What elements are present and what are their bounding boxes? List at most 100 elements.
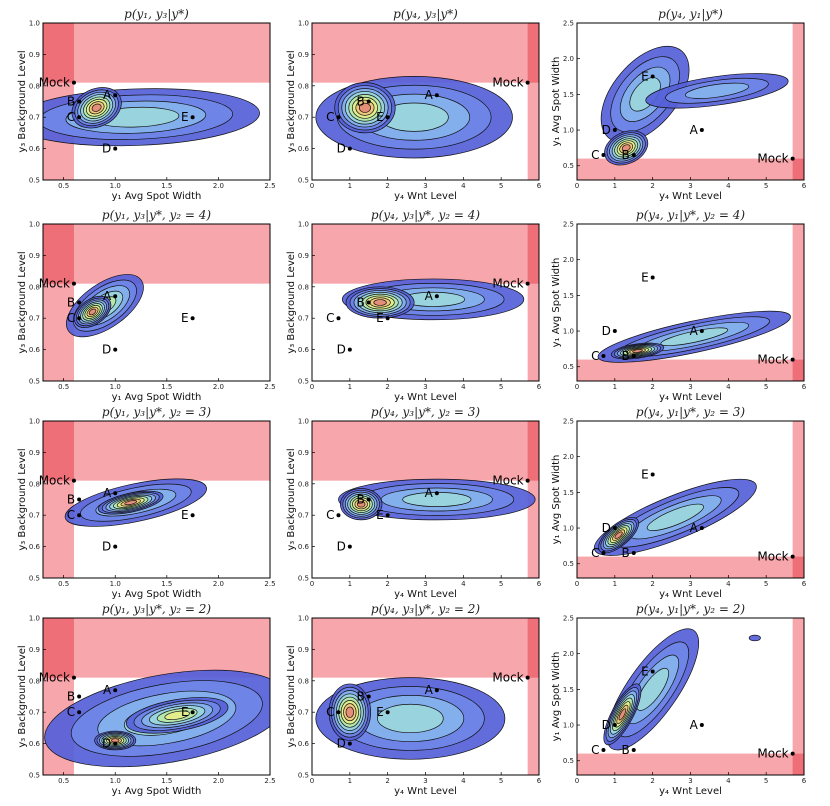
point-c: [336, 316, 341, 321]
x-tick-label: 5: [499, 383, 503, 391]
panel-1-1: 0.5 1.0 1.5 2.0 2.5 0.5 0.6 0.7 0.8 0.9 1.0 p(y₁, y…: [17, 7, 276, 202]
y-tick-label: 0.7: [298, 315, 309, 323]
y-tick-label: 1.0: [29, 20, 40, 28]
panel-title: p(y₁, y₃|y*, y₂ = 2): [102, 602, 212, 616]
x-tick-label: 1.5: [161, 182, 172, 190]
point-label-b: B: [357, 95, 365, 109]
x-tick-label: 1.5: [161, 580, 172, 588]
point-label-b: B: [357, 296, 365, 310]
point-c: [336, 513, 341, 518]
point-b: [631, 153, 636, 158]
x-tick-label: 4: [461, 182, 466, 190]
point-mock: [790, 357, 795, 362]
point-e: [650, 275, 655, 280]
point-label-b: B: [622, 349, 630, 363]
x-tick-label: 2: [650, 182, 654, 190]
point-c: [336, 115, 341, 120]
y-tick-label: 2.0: [563, 55, 574, 63]
infeasible-overlap: [527, 23, 539, 83]
density-contour-3-8: [621, 144, 631, 152]
plot-area: [43, 224, 270, 381]
y-tick-label: 0.5: [563, 162, 574, 170]
point-label-b: B: [67, 95, 75, 109]
y-tick-label: 2.5: [563, 418, 574, 426]
point-label-mock: Mock: [39, 277, 70, 291]
point-e: [385, 316, 390, 321]
point-label-d: D: [602, 324, 611, 338]
point-c: [77, 316, 82, 321]
y-axis-label: y₃ Background Level: [17, 645, 28, 747]
axes-frame: [42, 420, 271, 579]
x-tick-label: 0.5: [58, 777, 69, 785]
point-mock: [525, 478, 530, 483]
infeasible-band-vertical: [792, 618, 804, 775]
y-tick-label: 0.9: [29, 252, 40, 260]
point-label-d: D: [102, 142, 111, 156]
y-tick-label: 0.5: [298, 575, 309, 583]
point-label-d: D: [602, 123, 611, 137]
point-mock: [790, 554, 795, 559]
point-label-b: B: [622, 148, 630, 162]
x-tick-label: 4: [461, 777, 466, 785]
x-axis-label: y₁ Avg Spot Width: [112, 191, 202, 202]
point-label-e: E: [376, 110, 384, 124]
y-axis-label: y₃ Background Level: [286, 50, 297, 152]
infeasible-overlap: [792, 753, 804, 775]
x-tick-label: 1.5: [161, 777, 172, 785]
infeasible-band-vertical: [792, 421, 804, 578]
y-tick-label: 0.9: [29, 51, 40, 59]
point-mock: [71, 478, 76, 483]
point-label-d: D: [102, 540, 111, 554]
point-label-mock: Mock: [757, 747, 788, 761]
y-tick-label: 0.9: [298, 646, 309, 654]
point-b: [77, 497, 82, 502]
y-tick-label: 1.0: [563, 328, 574, 336]
x-tick-label: 2.5: [264, 580, 275, 588]
x-tick-label: 6: [537, 777, 542, 785]
x-tick-label: 1: [613, 383, 617, 391]
y-axis-label: y₁ Avg Spot Width: [551, 455, 562, 545]
y-tick-label: 0.8: [298, 82, 309, 90]
point-label-d: D: [602, 718, 611, 732]
infeasible-overlap: [792, 359, 804, 381]
point-b: [631, 354, 636, 359]
point-label-mock: Mock: [39, 671, 70, 685]
x-tick-label: 2: [385, 182, 389, 190]
point-e: [190, 115, 195, 120]
infeasible-band-vertical: [527, 224, 539, 381]
x-tick-label: 4: [461, 383, 466, 391]
density-contour-2-6: [164, 710, 190, 721]
panel-1-3: 0 1 2 3 4 5 6 0.5 1.0 1.5 2.0 2.5 p(y₄, y₁|y*) y₄ Wnt…: [551, 7, 807, 202]
x-tick-label: 5: [764, 777, 768, 785]
x-tick-label: 5: [499, 182, 503, 190]
density-contour-1-4: [646, 503, 704, 531]
plot-area: [312, 224, 539, 381]
point-d: [347, 544, 352, 549]
x-tick-label: 3: [688, 383, 692, 391]
panel-title: p(y₁, y₃|y*): [124, 7, 189, 21]
infeasible-overlap: [43, 23, 74, 83]
point-label-c: C: [326, 705, 334, 719]
infeasible-overlap: [792, 556, 804, 578]
point-b: [631, 748, 636, 753]
x-tick-label: 3: [688, 182, 692, 190]
y-tick-label: 0.6: [29, 346, 41, 354]
x-tick-label: 0.5: [58, 580, 69, 588]
point-e: [650, 669, 655, 674]
point-d: [347, 146, 352, 151]
point-e: [385, 513, 390, 518]
infeasible-band-horizontal: [577, 556, 804, 578]
point-label-d: D: [102, 737, 111, 751]
x-tick-label: 3: [688, 580, 692, 588]
x-tick-label: 2: [385, 383, 389, 391]
point-label-e: E: [376, 705, 384, 719]
point-label-b: B: [67, 493, 75, 507]
y-tick-label: 0.6: [298, 740, 310, 748]
x-tick-label: 6: [537, 383, 542, 391]
y-tick-label: 1.0: [298, 615, 309, 623]
point-label-mock: Mock: [39, 474, 70, 488]
panel-3-1: 0.5 1.0 1.5 2.0 2.5 0.5 0.6 0.7 0.8 0.9 1.0 p(y₁, y…: [17, 405, 276, 600]
point-e: [650, 74, 655, 79]
point-d: [113, 146, 118, 151]
